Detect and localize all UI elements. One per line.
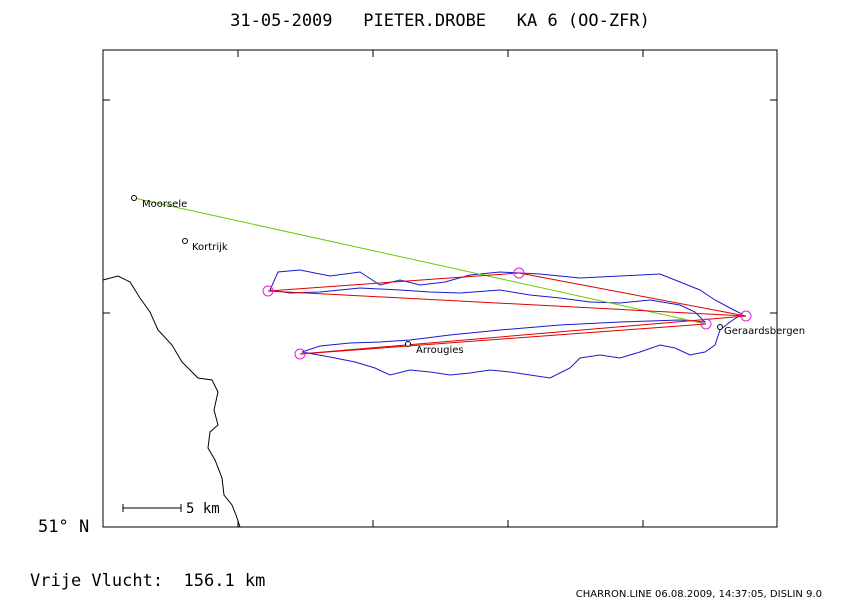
place-label: Geraardsbergen [724,326,805,337]
place-label: Kortrijk [192,242,228,253]
task-legs [267,272,747,355]
frame-ticks [103,50,777,527]
declared-leg [133,197,707,325]
place-label: Arrougies [416,345,464,356]
turnpoints [262,267,752,360]
place-markers [131,195,723,347]
distance: Vrije Vlucht: 156.1 km [30,571,265,591]
flight-track [269,269,743,379]
scale-label: 5 km [186,501,220,517]
coastline [102,275,241,528]
place-label: Moorsele [142,199,187,210]
map-frame [102,49,778,528]
credit: CHARRON.LINE 06.08.2009, 14:37:05, DISLI… [576,589,822,600]
scale-bar [122,504,182,512]
latitude-label: 51° N [38,517,89,537]
title: 31-05-2009 PIETER.DROBE KA 6 (OO-ZFR) [230,11,650,31]
